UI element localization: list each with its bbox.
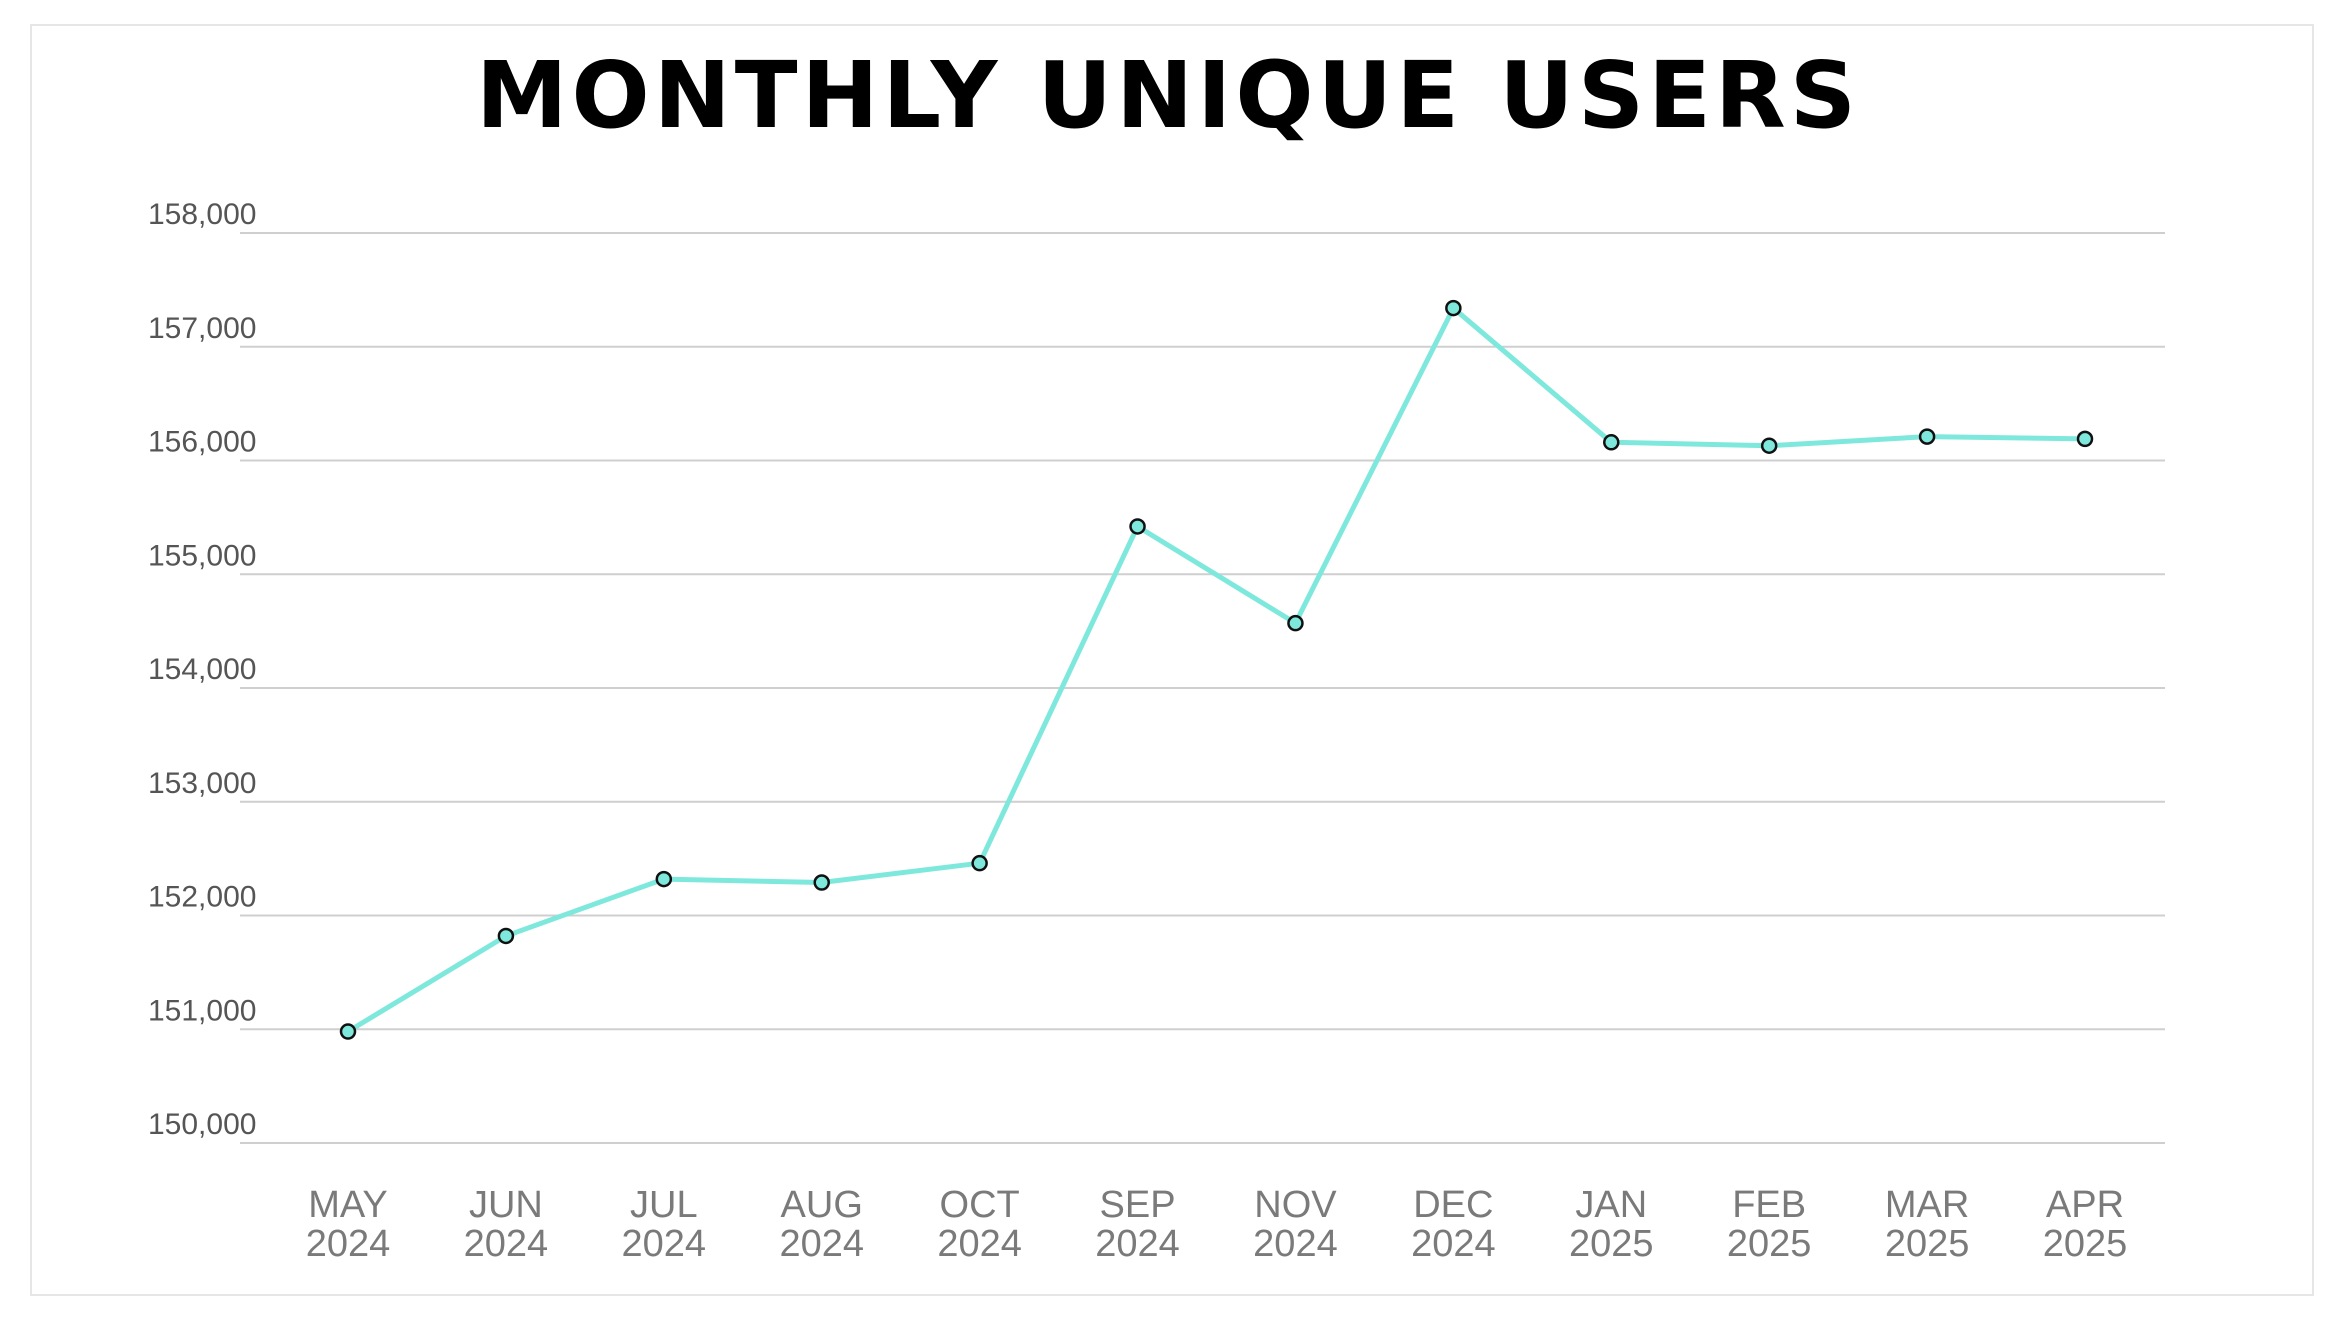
chart-frame: [30, 24, 2314, 1296]
x-tick-label-month: NOV: [1254, 1184, 1337, 1226]
x-tick-label-year: 2024: [464, 1223, 549, 1265]
data-point: [1287, 614, 1304, 632]
x-tick-label-year: 2024: [306, 1223, 391, 1265]
x-tick-label-year: 2024: [937, 1223, 1022, 1265]
x-tick-label-month: MAY: [308, 1184, 388, 1226]
data-point: [1918, 428, 1936, 445]
data-point: [497, 927, 515, 945]
data-point: [971, 854, 988, 872]
x-tick-label-year: 2025: [1885, 1223, 1970, 1265]
x-tick-label-month: JUL: [630, 1184, 698, 1226]
x-tick-label-month: AUG: [781, 1184, 863, 1226]
x-tick-label-month: DEC: [1413, 1184, 1493, 1226]
x-tick-label-month: MAR: [1885, 1184, 1969, 1226]
y-tick-label: 152,000: [148, 881, 256, 914]
x-tick-label-year: 2024: [1411, 1223, 1496, 1265]
data-point: [1603, 434, 1620, 451]
data-point: [2076, 430, 2094, 448]
y-tick-label: 154,000: [148, 653, 256, 686]
x-tick-label-year: 2025: [2043, 1223, 2128, 1265]
x-tick-label-year: 2024: [1253, 1223, 1338, 1265]
x-tick-label-year: 2024: [1095, 1223, 1180, 1265]
data-point: [813, 874, 830, 891]
y-tick-label: 153,000: [148, 767, 256, 800]
y-tick-label: 151,000: [148, 994, 256, 1027]
y-tick-label: 150,000: [148, 1108, 256, 1141]
data-point: [1760, 437, 1778, 454]
series-line: [345, 305, 2088, 1035]
x-tick-label-month: FEB: [1732, 1184, 1806, 1226]
y-tick-label: 156,000: [148, 426, 256, 459]
x-tick-label-month: JUN: [469, 1184, 543, 1226]
data-point: [339, 1023, 357, 1040]
x-tick-label-month: SEP: [1100, 1184, 1176, 1226]
y-tick-label: 158,000: [148, 198, 256, 231]
y-tick-label: 157,000: [148, 312, 256, 345]
x-tick-label-month: JAN: [1575, 1184, 1647, 1226]
x-tick-label-year: 2025: [1727, 1223, 1812, 1265]
x-tick-label-month: OCT: [940, 1184, 1020, 1226]
data-point: [1129, 518, 1146, 535]
data-point: [655, 870, 673, 888]
x-tick-label-year: 2024: [622, 1223, 707, 1265]
y-tick-label: 155,000: [148, 539, 256, 572]
x-tick-label-year: 2024: [779, 1223, 864, 1265]
x-tick-label-year: 2025: [1569, 1223, 1654, 1265]
x-tick-label-month: APR: [2046, 1184, 2124, 1226]
data-point: [1445, 299, 1462, 317]
chart-title: MONTHLY UNIQUE USERS: [475, 42, 1861, 149]
